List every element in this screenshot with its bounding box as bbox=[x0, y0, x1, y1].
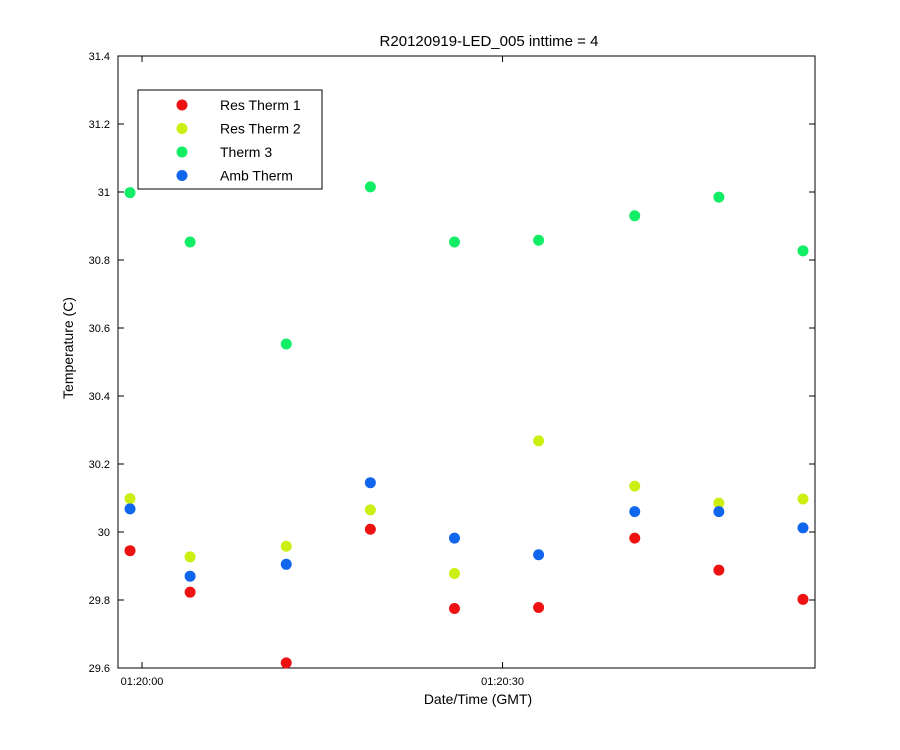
data-point bbox=[797, 593, 809, 605]
y-tick-label: 30.2 bbox=[89, 459, 110, 471]
legend: Res Therm 1 Res Therm 2 Therm 3 Amb Therm bbox=[137, 89, 323, 190]
y-tick-label: 31 bbox=[98, 187, 110, 199]
data-point bbox=[713, 191, 725, 203]
data-point bbox=[280, 540, 292, 552]
data-point bbox=[184, 551, 196, 563]
data-point bbox=[448, 236, 460, 248]
data-point bbox=[364, 523, 376, 535]
data-point bbox=[124, 187, 136, 199]
legend-box bbox=[137, 89, 323, 190]
legend-entry: Res Therm 2 bbox=[220, 121, 301, 137]
x-axis-label: Date/Time (GMT) bbox=[424, 691, 532, 707]
data-point bbox=[797, 245, 809, 257]
data-points bbox=[124, 181, 809, 669]
legend-marker bbox=[176, 123, 188, 134]
data-point bbox=[364, 181, 376, 193]
y-tick-label: 30.6 bbox=[89, 323, 110, 335]
y-tick-label: 31.2 bbox=[89, 119, 110, 131]
data-point bbox=[184, 570, 196, 582]
legend-marker bbox=[176, 170, 188, 181]
data-point bbox=[629, 210, 641, 222]
data-point bbox=[797, 493, 809, 505]
data-point bbox=[629, 506, 641, 518]
data-point bbox=[184, 236, 196, 248]
data-point bbox=[713, 497, 725, 509]
chart-title: R20120919-LED_005 inttime = 4 bbox=[380, 33, 599, 50]
data-point bbox=[124, 493, 136, 505]
legend-marker bbox=[176, 146, 188, 158]
y-tick-label: 29.8 bbox=[89, 595, 110, 607]
legend-marker bbox=[176, 99, 188, 111]
data-point bbox=[280, 558, 292, 570]
data-point bbox=[364, 477, 376, 489]
data-point bbox=[629, 532, 641, 544]
data-point bbox=[533, 549, 545, 561]
data-point bbox=[533, 234, 545, 246]
data-point bbox=[280, 657, 292, 669]
data-point bbox=[713, 564, 725, 576]
legend-entry: Amb Therm bbox=[220, 168, 293, 184]
legend-entry: Res Therm 1 bbox=[220, 97, 301, 113]
y-tick-label: 31.4 bbox=[89, 51, 110, 63]
legend-entry: Therm 3 bbox=[220, 144, 272, 160]
x-tick-label: 01:20:00 bbox=[121, 676, 164, 688]
data-point bbox=[124, 503, 136, 515]
data-point bbox=[448, 567, 460, 579]
data-point bbox=[797, 522, 809, 534]
data-point bbox=[448, 603, 460, 614]
y-tick-label: 29.6 bbox=[89, 663, 110, 675]
data-point bbox=[533, 435, 545, 447]
x-tick-label: 01:20:30 bbox=[481, 676, 524, 688]
data-point bbox=[280, 338, 292, 350]
data-point bbox=[184, 586, 196, 598]
data-point bbox=[533, 601, 545, 613]
y-axis-label: Temperature (C) bbox=[60, 297, 76, 399]
y-tick-label: 30 bbox=[98, 527, 110, 539]
x-axis: 01:20:00 01:20:30 bbox=[121, 56, 524, 688]
data-point bbox=[124, 545, 136, 557]
y-tick-label: 30.4 bbox=[89, 391, 110, 403]
y-tick-label: 30.8 bbox=[89, 255, 110, 267]
y-axis: 29.6 29.8 30 30.2 30.4 30.6 30.8 31 31.2 31.4 bbox=[89, 51, 815, 675]
data-point bbox=[448, 532, 460, 544]
data-point bbox=[713, 506, 725, 518]
data-point bbox=[629, 480, 641, 492]
data-point bbox=[364, 504, 376, 516]
